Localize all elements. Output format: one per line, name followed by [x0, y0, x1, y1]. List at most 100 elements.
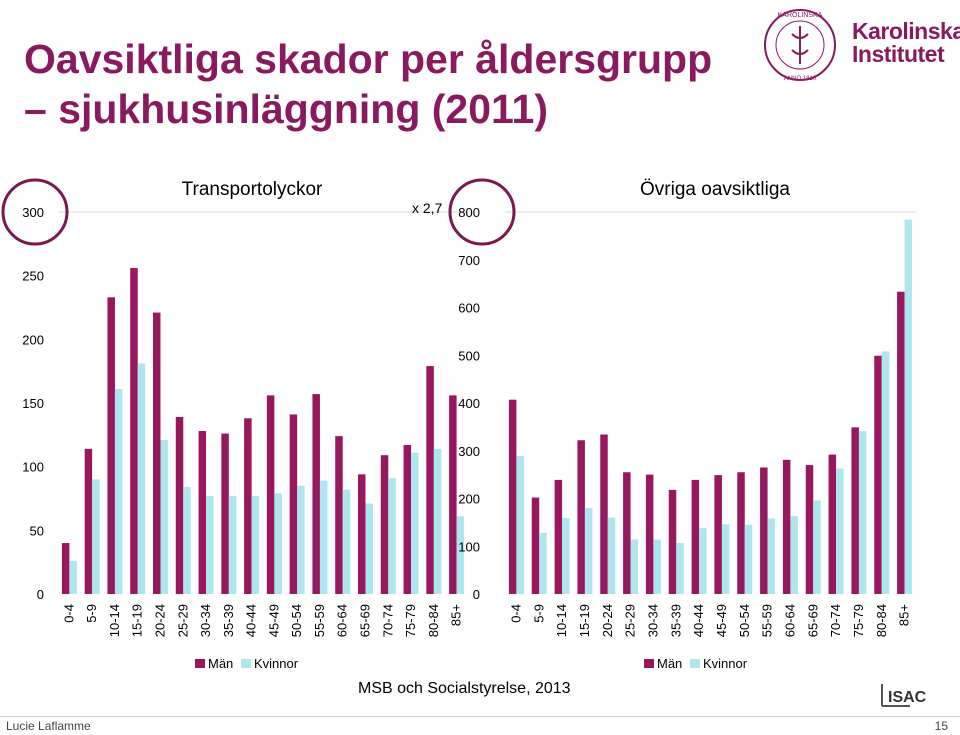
bar-man-30-34 — [645, 474, 654, 594]
bar-woman-50-54 — [744, 524, 753, 594]
chart-title-0: Transportolyckor — [182, 179, 323, 200]
logo-line-1: Karolinska — [852, 18, 960, 44]
y-tick-label: 400 — [458, 396, 480, 411]
bar-man-40-44 — [691, 479, 700, 594]
x-tick-label: 35-39 — [221, 604, 236, 637]
legend-label-women: Kvinnor — [254, 656, 299, 671]
y-tick-label: 300 — [458, 444, 480, 459]
bar-man-75-79 — [403, 445, 412, 594]
bar-woman-15-19 — [584, 508, 593, 594]
y-tick-label: 300 — [22, 205, 44, 220]
bar-man-15-19 — [577, 440, 585, 594]
svg-text:KAROLINSKA: KAROLINSKA — [778, 12, 823, 19]
bar-man-20-24 — [153, 312, 161, 594]
slide-title-line-1: Oavsiktliga skador per åldersgrupp — [24, 36, 713, 82]
bar-woman-75-79 — [411, 452, 419, 594]
bar-woman-45-49 — [721, 524, 730, 594]
x-tick-label: 45-49 — [266, 604, 281, 637]
svg-text:ANNO 1810: ANNO 1810 — [784, 76, 817, 82]
x-tick-label: 20-24 — [153, 604, 168, 637]
bar-woman-5-9 — [539, 532, 547, 594]
x-tick-label: 80-84 — [874, 604, 889, 637]
bar-woman-40-44 — [251, 495, 260, 594]
bar-woman-30-34 — [653, 539, 661, 594]
y-tick-label: 50 — [30, 523, 44, 538]
bar-man-65-69 — [358, 474, 366, 594]
y-tick-label: 700 — [458, 253, 480, 268]
bar-man-30-34 — [198, 431, 207, 594]
x-tick-label: 75-79 — [851, 604, 866, 637]
bar-woman-70-74 — [836, 468, 844, 594]
legend-swatch-men — [195, 659, 205, 668]
bar-man-80-84 — [426, 366, 434, 594]
x-tick-label: 80-84 — [426, 604, 441, 637]
bar-woman-10-14 — [114, 388, 123, 594]
x-tick-label: 30-34 — [198, 604, 213, 637]
x-tick-label: 15-19 — [130, 604, 145, 637]
bar-woman-65-69 — [365, 503, 373, 594]
x-tick-label: 40-44 — [244, 604, 259, 637]
bar-man-80-84 — [874, 355, 882, 594]
bar-man-45-49 — [266, 395, 275, 594]
bar-man-35-39 — [221, 433, 229, 594]
x-tick-label: 55-59 — [312, 604, 327, 637]
bar-man-0-4 — [61, 543, 70, 594]
x-tick-label: 20-24 — [600, 604, 615, 637]
y-tick-label: 100 — [22, 460, 44, 475]
bar-woman-45-49 — [274, 493, 282, 594]
bar-woman-25-29 — [183, 487, 191, 594]
x-tick-label: 40-44 — [691, 604, 706, 637]
x-tick-label: 50-54 — [289, 604, 304, 637]
logo-line-2: Institutet — [852, 41, 945, 67]
bar-man-65-69 — [805, 465, 814, 594]
source-note: MSB och Socialstyrelse, 2013 — [358, 680, 571, 697]
bar-woman-25-29 — [630, 539, 639, 594]
y-tick-label: 100 — [458, 539, 480, 554]
x-tick-label: 5-9 — [531, 604, 546, 623]
chart-title-1: Övriga oavsiktliga — [640, 179, 790, 200]
bar-man-55-59 — [312, 394, 320, 594]
x-tick-label: 85+ — [449, 604, 464, 626]
legend-swatch-women — [241, 659, 251, 668]
bar-woman-55-59 — [767, 518, 776, 594]
svg-text:ISAC: ISAC — [888, 689, 927, 706]
bar-man-55-59 — [760, 467, 768, 594]
bar-man-75-79 — [851, 427, 859, 594]
y-tick-label: 250 — [22, 269, 44, 284]
bar-woman-0-4 — [69, 560, 77, 594]
bar-woman-30-34 — [206, 495, 214, 594]
bar-man-25-29 — [623, 472, 631, 594]
legend-label-women: Kvinnor — [703, 656, 748, 671]
bar-woman-0-4 — [516, 456, 524, 594]
bar-woman-5-9 — [92, 479, 100, 594]
highlight-circle-1 — [448, 178, 516, 246]
x-tick-label: 25-29 — [175, 604, 190, 637]
multiplier-label: x 2,7 — [412, 200, 443, 216]
bar-woman-20-24 — [160, 439, 168, 594]
bar-man-60-64 — [782, 459, 791, 594]
karolinska-wordmark: Karolinska Institutet — [852, 20, 960, 66]
x-tick-label: 85+ — [897, 604, 912, 626]
x-tick-label: 10-14 — [554, 604, 569, 637]
bar-woman-35-39 — [228, 495, 237, 594]
bar-woman-20-24 — [607, 517, 616, 594]
bar-woman-85+ — [456, 516, 465, 594]
author-name: Lucie Laflamme — [6, 719, 91, 733]
bar-woman-15-19 — [137, 363, 146, 594]
y-tick-label: 200 — [458, 492, 480, 507]
bar-woman-85+ — [904, 219, 913, 594]
bar-woman-35-39 — [676, 542, 684, 594]
isac-logo: ISAC — [881, 684, 927, 707]
bar-man-35-39 — [668, 489, 677, 594]
bar-woman-10-14 — [562, 518, 570, 594]
y-tick-label: 150 — [22, 396, 44, 411]
x-tick-label: 0-4 — [61, 604, 76, 623]
y-tick-label: 500 — [458, 348, 480, 363]
bar-woman-55-59 — [319, 480, 328, 594]
bar-man-15-19 — [130, 268, 138, 594]
x-tick-label: 75-79 — [403, 604, 418, 637]
bar-man-5-9 — [84, 448, 93, 594]
legend-swatch-women — [690, 659, 700, 668]
bar-man-50-54 — [737, 472, 745, 594]
x-tick-label: 15-19 — [577, 604, 592, 637]
